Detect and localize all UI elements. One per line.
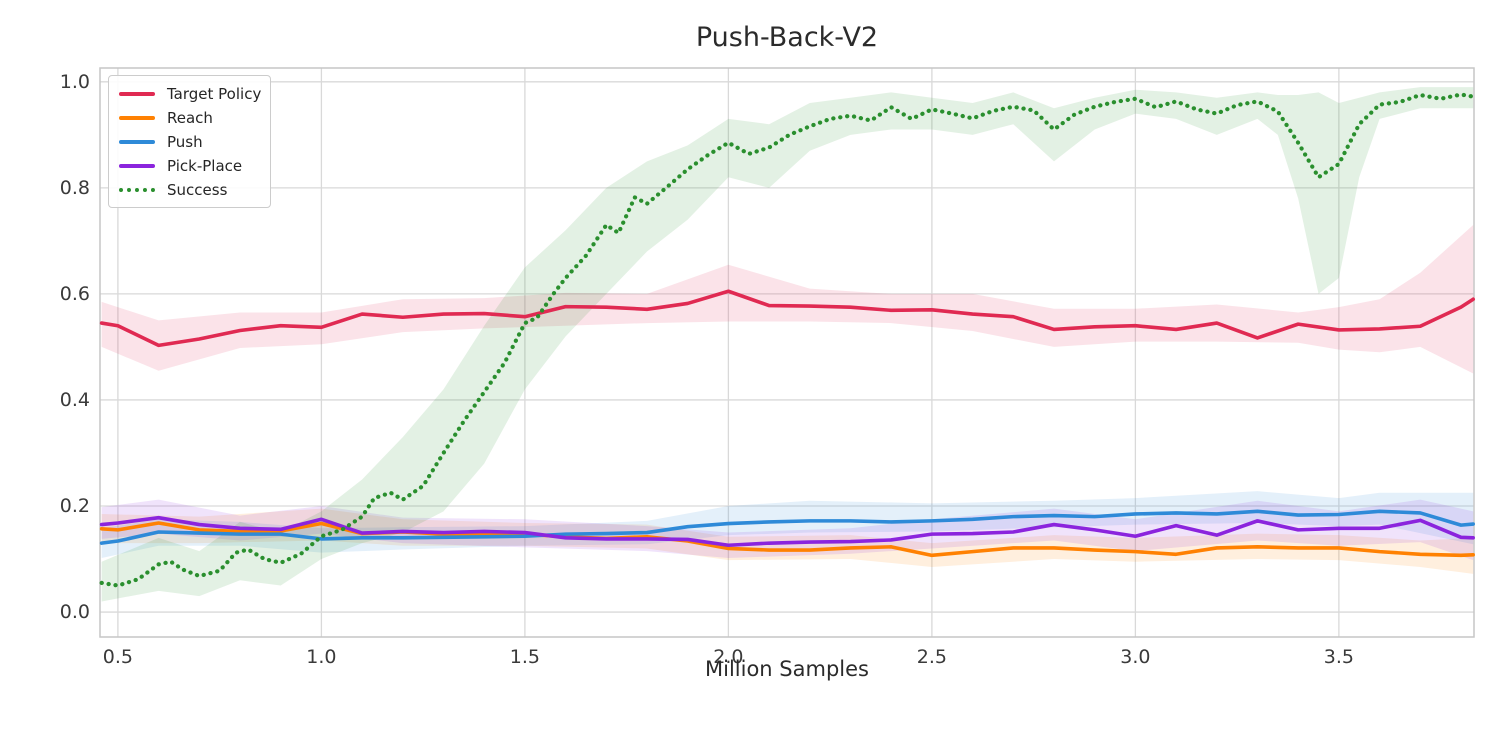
band-success [101,87,1474,602]
legend-label: Pick-Place [167,156,243,175]
x-tick-label: 1.5 [510,646,540,668]
legend-item-success: Success [119,180,260,199]
x-tick-label: 0.5 [103,646,133,668]
x-tick-label: 2.5 [917,646,947,668]
x-tick-label: 3.5 [1324,646,1354,668]
legend-item-target-policy: Target Policy [119,84,262,103]
axes-border [99,67,1475,638]
legend-swatch-pick-place [119,163,155,168]
legend-swatch-success [119,187,155,192]
x-tick-label: 2.0 [713,646,743,668]
y-tick-label: 0.8 [60,177,90,199]
line-push [99,509,1475,545]
legend-swatch-target-policy [119,91,155,96]
legend-label: Reach [167,108,213,127]
x-tick-label: 3.0 [1120,646,1150,668]
x-tick-label: 1.0 [306,646,336,668]
legend-label: Push [167,132,203,151]
legend-item-pick-place: Pick-Place [119,156,260,175]
legend: Target Policy Reach Push Pick-Place Succ… [108,75,271,208]
legend-item-reach: Reach [119,108,260,127]
line-pick-place [99,515,1475,548]
y-tick-label: 0.6 [60,283,90,305]
legend-swatch-push [119,139,155,144]
y-tick-label: 0.2 [60,495,90,517]
x-axis-label: Million Samples [705,657,869,681]
legend-swatch-reach [119,115,155,120]
y-tick-label: 0.4 [60,389,90,411]
chart-title: Push-Back-V2 [695,22,879,53]
legend-item-push: Push [119,132,260,151]
legend-label: Success [167,180,228,199]
line-target-policy [99,289,1475,348]
band-pick-place [101,499,1474,561]
legend-label: Target Policy [167,84,262,103]
y-tick-label: 1.0 [60,71,90,93]
line-reach [99,521,1475,558]
band-target-policy [101,224,1474,374]
band-push [101,491,1474,558]
y-tick-label: 0.0 [60,601,90,623]
line-success [99,92,1476,588]
